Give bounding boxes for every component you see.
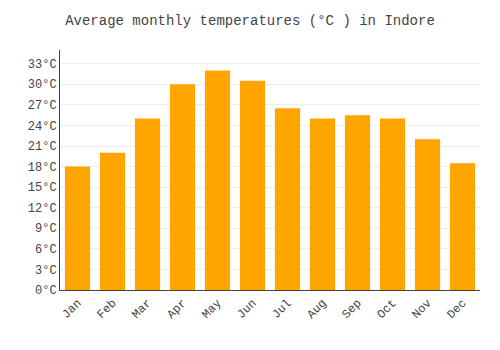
svg-text:0°C: 0°C	[35, 284, 57, 298]
svg-text:6°C: 6°C	[35, 243, 57, 257]
svg-text:Mar: Mar	[129, 297, 154, 322]
svg-text:9°C: 9°C	[35, 222, 57, 236]
svg-text:15°C: 15°C	[28, 181, 57, 195]
svg-text:Apr: Apr	[164, 297, 189, 322]
svg-text:27°C: 27°C	[28, 99, 57, 113]
svg-text:Feb: Feb	[94, 297, 119, 322]
svg-text:Jul: Jul	[269, 297, 294, 322]
svg-text:21°C: 21°C	[28, 140, 57, 154]
svg-text:3°C: 3°C	[35, 264, 57, 278]
svg-text:Dec: Dec	[444, 297, 469, 322]
svg-text:May: May	[199, 297, 224, 322]
svg-text:Oct: Oct	[374, 297, 399, 322]
svg-text:30°C: 30°C	[28, 78, 57, 92]
svg-text:33°C: 33°C	[28, 58, 57, 72]
svg-text:Average monthly temperatures (: Average monthly temperatures (°C ) in In…	[65, 13, 435, 29]
svg-text:Jun: Jun	[234, 297, 259, 322]
svg-text:18°C: 18°C	[28, 161, 57, 175]
svg-text:Nov: Nov	[409, 297, 434, 322]
svg-text:Aug: Aug	[304, 297, 329, 322]
svg-text:12°C: 12°C	[28, 202, 57, 216]
svg-text:Jan: Jan	[59, 297, 84, 322]
svg-text:Sep: Sep	[339, 297, 364, 322]
svg-text:24°C: 24°C	[28, 120, 57, 134]
